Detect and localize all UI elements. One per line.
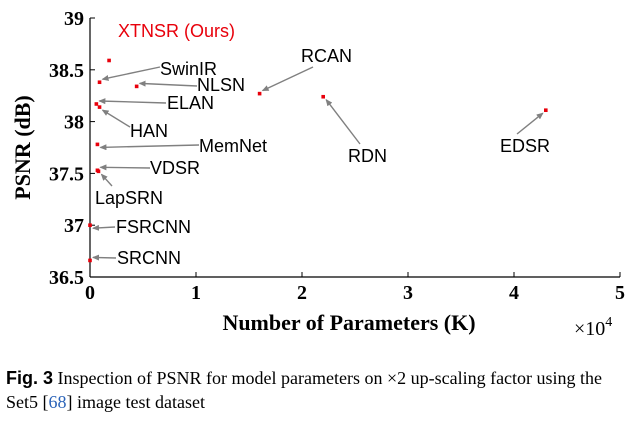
annotation-arrow	[92, 224, 116, 231]
point-label: RCAN	[301, 46, 352, 66]
caption-text-start: Inspection of PSNR for model parameters …	[6, 368, 603, 412]
y-tick-label: 37	[64, 215, 84, 237]
y-tick-label: 36.5	[49, 267, 84, 289]
point-label: SwinIR	[160, 59, 217, 79]
citation-link[interactable]: 68	[48, 392, 67, 412]
figure-caption: Fig. 3 Inspection of PSNR for model para…	[6, 366, 638, 414]
data-point	[321, 94, 325, 99]
point-label: LapSRN	[95, 188, 163, 208]
x-tick-label: 2	[297, 282, 307, 304]
y-tick-label: 39	[64, 8, 84, 30]
annotation-arrow	[101, 66, 161, 81]
data-point	[257, 91, 262, 96]
x-axis-multiplier: ×104	[574, 315, 612, 340]
annotation-arrow	[101, 109, 131, 128]
annotation-arrow	[99, 164, 151, 171]
point-label: HAN	[130, 121, 168, 141]
figure-label: Fig. 3	[6, 368, 54, 388]
point-label: EDSR	[500, 136, 550, 156]
point-label: MemNet	[199, 136, 267, 156]
annotation-arrow	[92, 254, 117, 261]
point-label: VDSR	[150, 158, 200, 178]
data-point	[97, 80, 102, 85]
x-axis-title: Number of Parameters (K)	[222, 310, 475, 335]
annotation-arrow	[261, 66, 314, 92]
annotation-arrow	[138, 80, 198, 87]
data-point	[94, 102, 99, 106]
annotation-arrow	[100, 173, 113, 187]
psnr-scatter-chart: 0 1 2 3 4 5 36.5 37 37.5 38 38.5 39 Number of Parame…	[10, 8, 625, 340]
data-point	[107, 58, 111, 63]
data-point	[95, 142, 100, 147]
data-point	[96, 169, 101, 174]
data-point	[88, 223, 92, 227]
x-tick-label: 3	[403, 282, 413, 304]
x-tick-label: 4	[509, 282, 519, 304]
y-tick-label: 38	[64, 112, 84, 134]
x-tick-label: 1	[191, 282, 201, 304]
data-point	[134, 84, 139, 89]
annotation-arrow	[98, 98, 167, 105]
x-tick-label: 5	[615, 282, 625, 304]
point-label: XTNSR (Ours)	[118, 21, 235, 41]
point-label: NLSN	[197, 75, 245, 95]
data-point	[544, 108, 548, 113]
data-point	[97, 105, 102, 109]
point-label: ELAN	[167, 93, 214, 113]
annotation-arrow	[516, 112, 544, 135]
caption-text-end: ] image test dataset	[66, 392, 205, 412]
y-tick-label: 37.5	[49, 163, 84, 185]
annotation-arrow	[325, 98, 361, 145]
point-label: RDN	[348, 146, 387, 166]
annotation-arrow	[99, 144, 200, 151]
point-label: SRCNN	[117, 248, 181, 268]
point-label: FSRCNN	[116, 217, 191, 237]
y-tick-label: 38.5	[49, 60, 84, 82]
y-axis-title: PSNR (dB)	[10, 95, 35, 200]
x-tick-label: 0	[85, 282, 95, 304]
data-point	[88, 258, 92, 263]
